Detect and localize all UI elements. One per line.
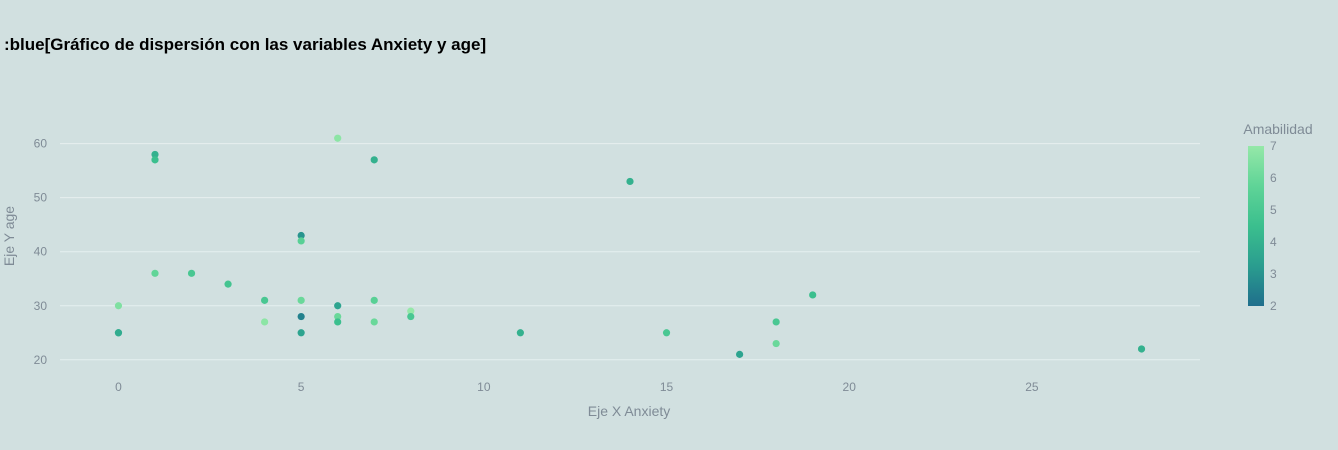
data-point[interactable] (334, 312, 342, 321)
data-point[interactable] (662, 329, 671, 337)
data-point[interactable] (261, 296, 269, 304)
colorbar-tick-label: 4 (1270, 235, 1277, 249)
x-axis-label: Eje X Anxiety (588, 403, 671, 419)
x-tick-label: 5 (298, 380, 305, 394)
data-point[interactable] (261, 318, 269, 326)
data-point[interactable] (224, 280, 232, 288)
data-point[interactable] (370, 296, 378, 304)
data-point[interactable] (772, 339, 780, 348)
colorbar-tick-label: 7 (1270, 139, 1277, 153)
data-point[interactable] (736, 350, 744, 358)
data-point[interactable] (114, 302, 123, 310)
data-point[interactable] (626, 177, 634, 186)
y-tick-label: 30 (34, 299, 48, 313)
data-point[interactable] (297, 296, 305, 304)
chart-title: :blue[Gráfico de dispersión con las vari… (4, 35, 486, 54)
data-point[interactable] (334, 302, 342, 310)
data-point[interactable] (334, 318, 342, 326)
colorbar (1248, 146, 1264, 306)
data-point[interactable] (334, 134, 342, 142)
x-tick-label: 0 (115, 380, 122, 394)
colorbar-title: Amabilidad (1243, 121, 1312, 137)
colorbar-tick-label: 6 (1270, 171, 1277, 185)
data-point[interactable] (407, 307, 415, 315)
grid-lines (60, 143, 1200, 361)
y-tick-label: 50 (34, 191, 48, 205)
x-tick-label: 10 (477, 380, 491, 394)
data-point[interactable] (151, 150, 159, 159)
data-point[interactable] (1137, 345, 1146, 353)
x-tick-label: 20 (843, 380, 857, 394)
y-axis-ticks: 20 30 40 50 60 (34, 137, 48, 367)
data-point[interactable] (407, 312, 415, 321)
data-point[interactable] (151, 156, 159, 164)
data-point[interactable] (297, 237, 305, 245)
data-points[interactable] (114, 134, 1146, 358)
x-axis-ticks: 0 5 10 15 20 25 (115, 380, 1039, 394)
data-point[interactable] (516, 329, 524, 337)
data-point[interactable] (297, 231, 305, 240)
data-point[interactable] (187, 269, 196, 277)
data-point[interactable] (809, 291, 817, 299)
y-tick-label: 60 (34, 137, 48, 151)
x-tick-label: 15 (660, 380, 674, 394)
colorbar-tick-label: 3 (1270, 267, 1277, 281)
data-point[interactable] (151, 269, 159, 277)
y-tick-label: 20 (34, 353, 48, 367)
data-point[interactable] (114, 329, 123, 337)
x-tick-label: 25 (1025, 380, 1039, 394)
colorbar-tick-label: 5 (1270, 203, 1277, 217)
y-tick-label: 40 (34, 245, 48, 259)
colorbar-ticks: 2 3 4 5 6 7 (1270, 139, 1277, 313)
data-point[interactable] (370, 156, 378, 164)
data-point[interactable] (370, 318, 378, 326)
data-point[interactable] (297, 312, 305, 321)
y-axis-label: Eje Y age (1, 206, 17, 266)
data-point[interactable] (772, 318, 780, 326)
data-point[interactable] (297, 329, 305, 337)
colorbar-tick-label: 2 (1270, 299, 1277, 313)
